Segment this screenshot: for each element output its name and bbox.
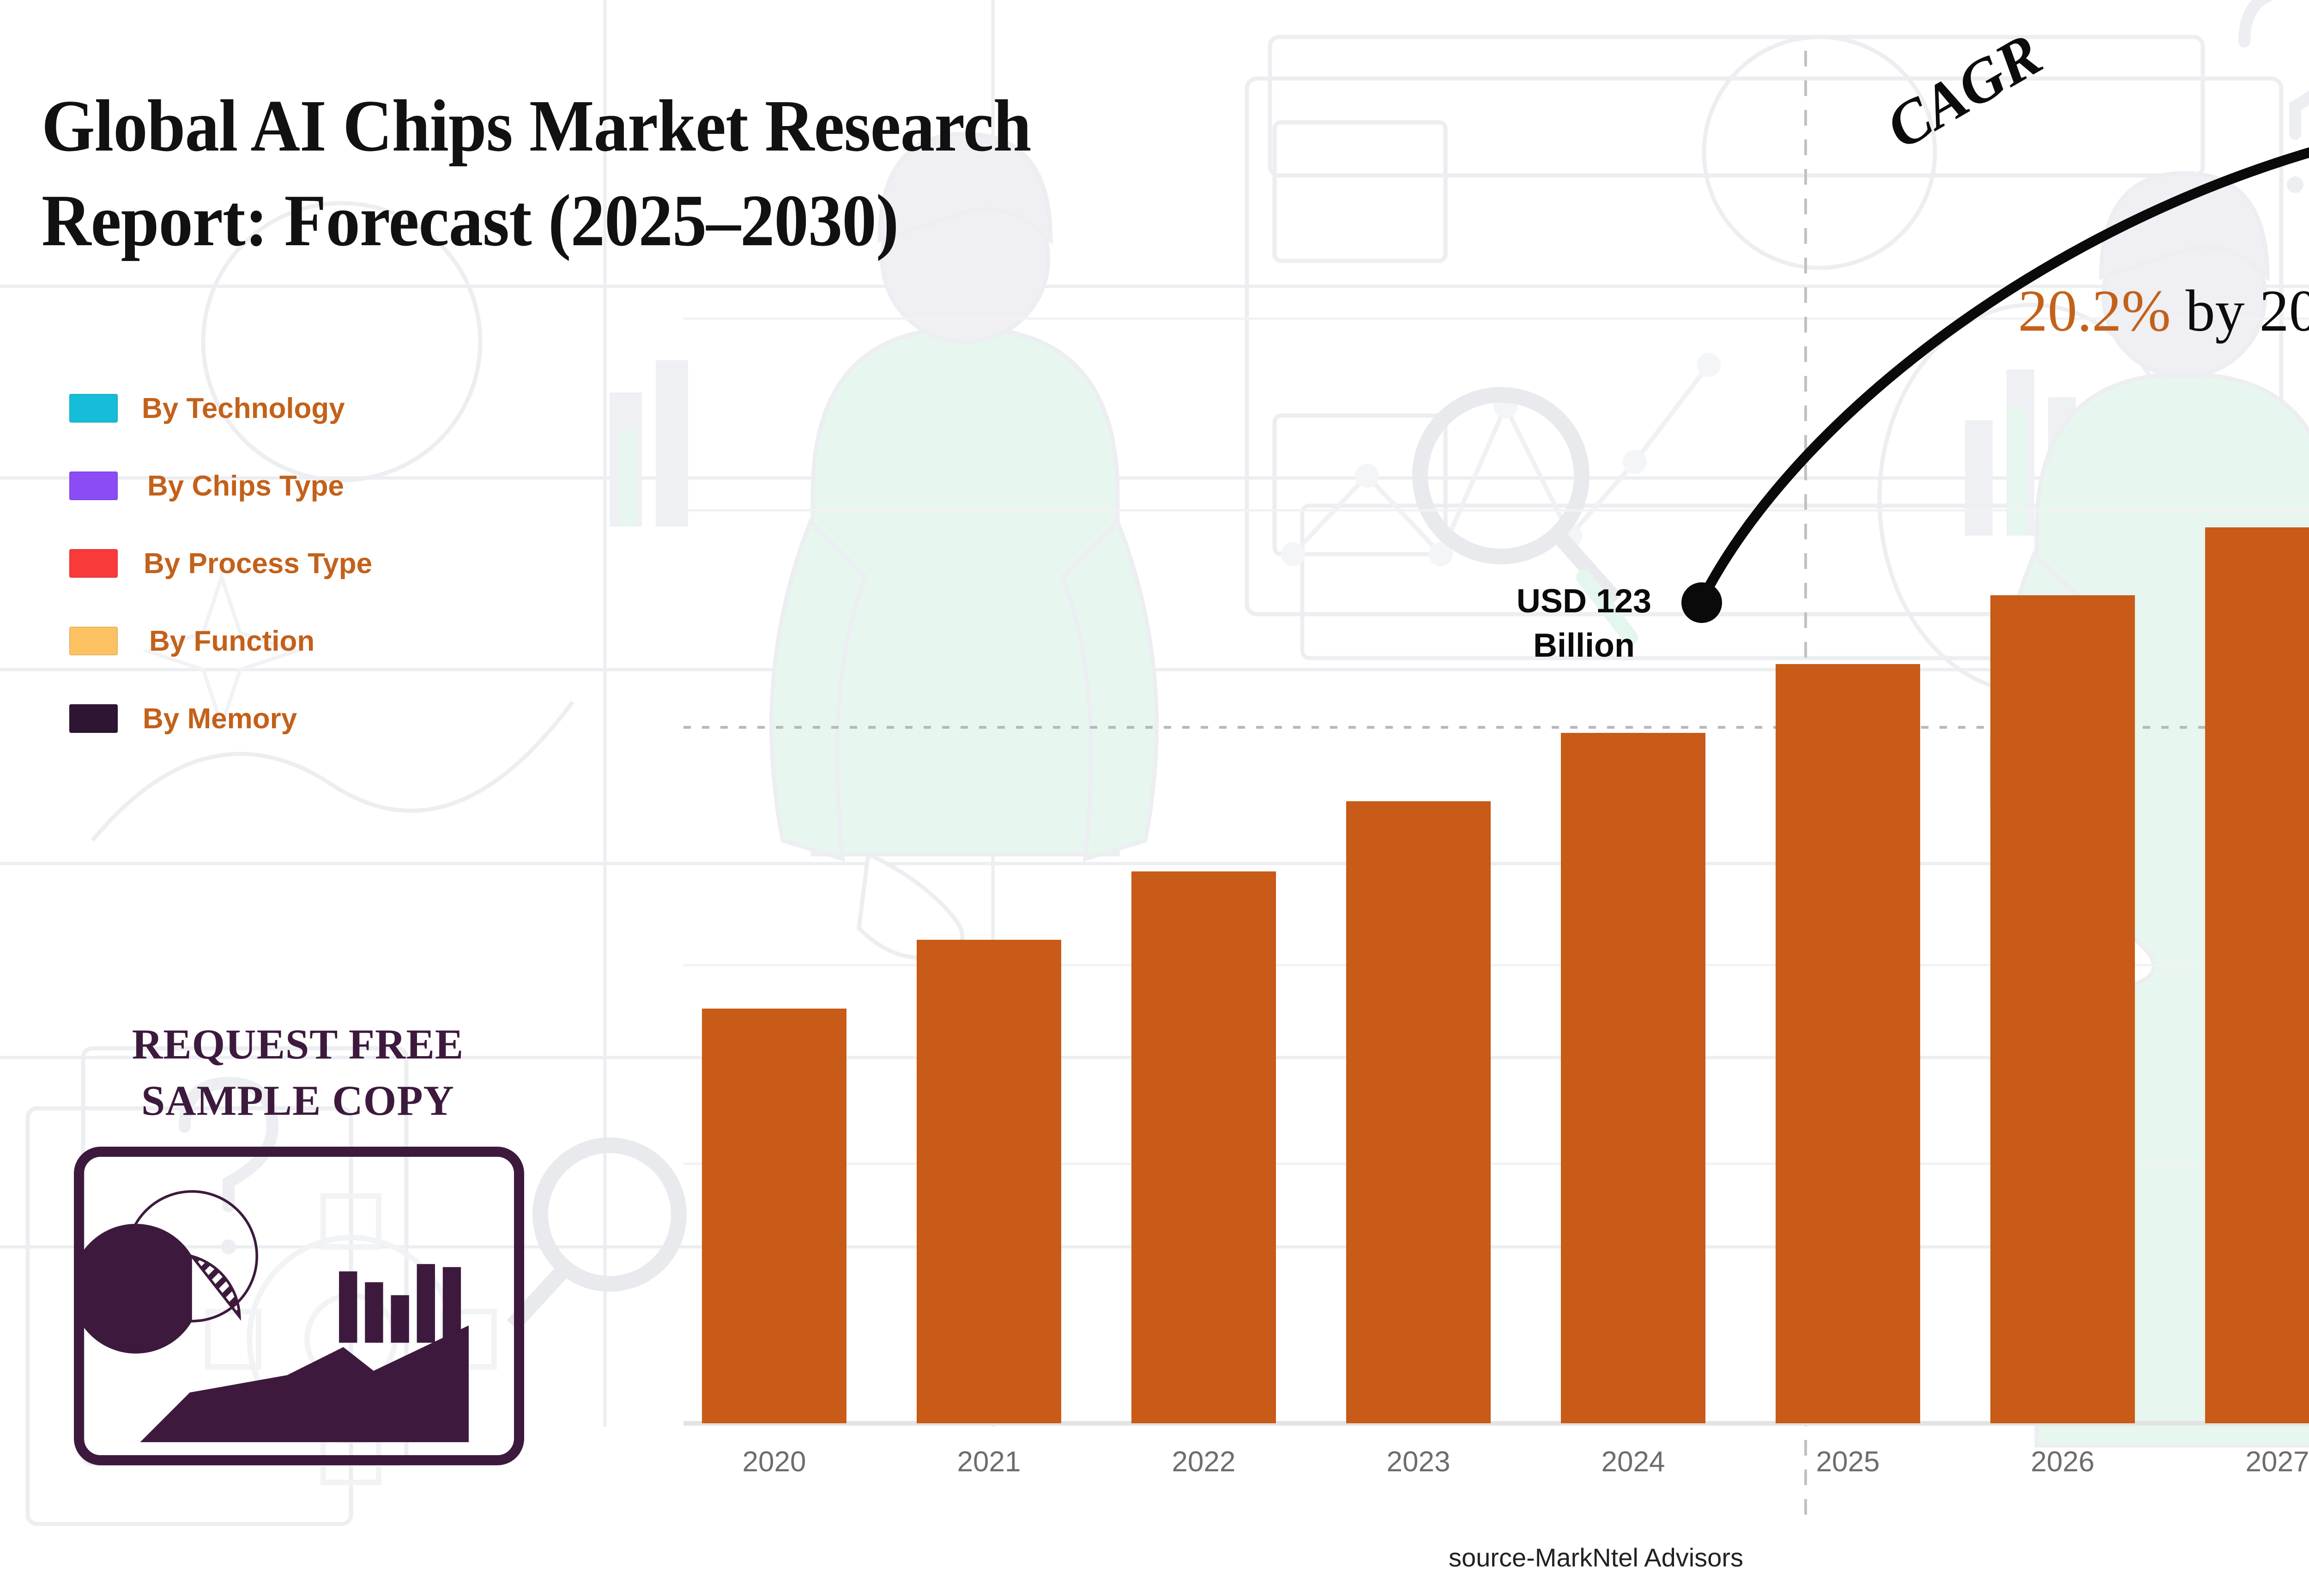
bar-2022[interactable] — [1131, 871, 1276, 1423]
x-axis-labels: 2020202120222023202420252026202720282029… — [0, 1445, 2309, 1510]
title-line-1: Global AI Chips Market Research — [42, 85, 1032, 167]
bar-series — [702, 527, 2309, 1423]
bar-2027[interactable] — [2205, 527, 2309, 1423]
x-axis-label-2024: 2024 — [1601, 1446, 1665, 1478]
source-note: source-MarkNtel Advisors — [1449, 1543, 1743, 1572]
legend: By Technology By Chips Type By Process T… — [69, 369, 372, 757]
legend-item-process-type[interactable]: By Process Type — [69, 525, 372, 602]
bar-2026[interactable] — [1990, 595, 2135, 1423]
legend-label-process-type: By Process Type — [144, 547, 373, 580]
legend-swatch-technology — [69, 394, 118, 423]
legend-label-chips-type: By Chips Type — [147, 470, 345, 502]
legend-swatch-function — [69, 627, 118, 655]
page-title: Global AI Chips Market Research Report: … — [42, 79, 1450, 268]
cagr-value: 20.2% by 2030 — [2018, 277, 2309, 345]
x-axis-label-2026: 2026 — [2031, 1446, 2095, 1478]
cagr-arrow-start-dot — [1681, 582, 1722, 623]
bar-2025[interactable] — [1776, 664, 1920, 1423]
start-value-callout: USD 123 Billion — [1485, 580, 1683, 668]
legend-item-chips-type[interactable]: By Chips Type — [69, 447, 372, 525]
legend-item-memory[interactable]: By Memory — [69, 680, 372, 757]
x-axis-label-2020: 2020 — [742, 1446, 806, 1478]
cagr-percent: 20.2% — [2018, 278, 2171, 344]
legend-item-technology[interactable]: By Technology — [69, 369, 372, 447]
x-axis-label-2023: 2023 — [1386, 1446, 1451, 1478]
legend-item-function[interactable]: By Function — [69, 602, 372, 680]
cagr-arrow — [1697, 147, 2309, 603]
x-axis-label-2025: 2025 — [1816, 1446, 1880, 1478]
legend-label-function: By Function — [149, 625, 315, 657]
x-axis-label-2021: 2021 — [957, 1446, 1021, 1478]
start-value-line-1: USD 123 — [1516, 583, 1652, 620]
legend-swatch-process-type — [69, 549, 118, 578]
bar-2020[interactable] — [702, 1009, 846, 1423]
x-axis-label-2027: 2027 — [2245, 1446, 2309, 1478]
legend-swatch-memory — [69, 704, 118, 733]
title-line-2: Report: Forecast (2025–2030) — [42, 179, 899, 261]
cta-line-2: SAMPLE COPY — [141, 1077, 454, 1124]
bar-2021[interactable] — [917, 940, 1061, 1423]
legend-swatch-chips-type — [69, 472, 118, 500]
request-sample-cta[interactable]: REQUEST FREE SAMPLE COPY — [46, 1016, 577, 1465]
cagr-suffix: by 2030 — [2185, 278, 2309, 344]
bar-2023[interactable] — [1346, 801, 1491, 1423]
legend-label-memory: By Memory — [143, 702, 297, 735]
start-value-line-2: Billion — [1533, 627, 1635, 664]
x-axis-label-2022: 2022 — [1172, 1446, 1236, 1478]
report-dashboard-icon[interactable] — [74, 1146, 524, 1465]
bar-2024[interactable] — [1561, 733, 1705, 1423]
cta-line-1: REQUEST FREE — [132, 1021, 464, 1068]
legend-label-technology: By Technology — [142, 392, 345, 424]
